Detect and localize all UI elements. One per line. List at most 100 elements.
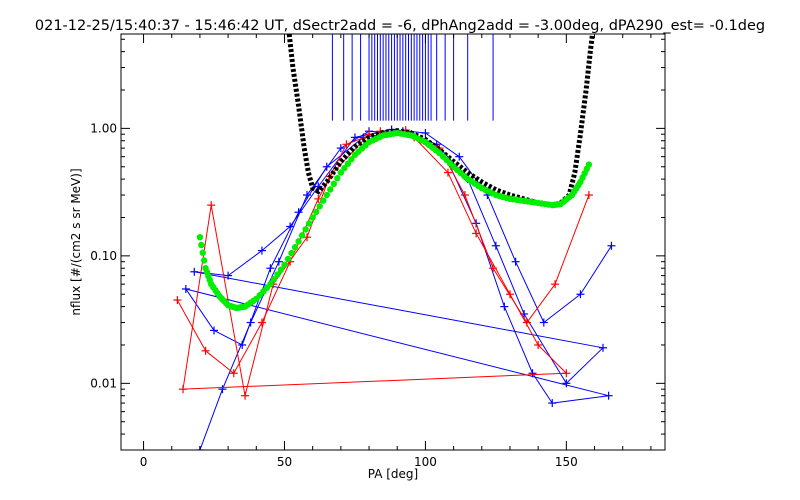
series-red-point — [201, 346, 210, 355]
fit-curve-green-dot — [200, 257, 208, 264]
fit-curve-green-dot — [288, 249, 295, 257]
x-axis-title: PA [deg] — [368, 467, 418, 481]
series-blue-point — [181, 284, 190, 293]
series-red-point — [522, 318, 531, 327]
series-blue-segment — [486, 194, 517, 262]
y-tick-label: 0.10 — [90, 249, 117, 263]
series-blue-segment — [523, 313, 567, 384]
series-blue-point — [190, 267, 199, 276]
series-blue-point — [294, 208, 303, 217]
series-red-point — [460, 191, 469, 200]
fit-curve-green-dot — [330, 180, 338, 188]
series-red-segment — [233, 322, 263, 374]
fit-curve-green-dot — [270, 276, 278, 283]
series-blue-segment — [565, 347, 604, 384]
series-blue-segment — [580, 245, 612, 295]
series-red-segment — [413, 137, 449, 173]
series-red-segment — [554, 194, 590, 285]
series-blue-segment — [532, 372, 553, 404]
series-blue-segment — [227, 250, 263, 277]
series-blue-segment — [503, 306, 533, 374]
y-tick-label: 0.01 — [90, 376, 117, 390]
series-blue-point — [539, 318, 548, 327]
x-tick-label: 100 — [414, 455, 437, 469]
series-blue-point — [511, 257, 520, 266]
series-blue-segment — [425, 132, 460, 158]
x-tick-label: 150 — [555, 455, 578, 469]
fit-curve-green-dot — [348, 156, 355, 163]
series-red-segment — [210, 205, 246, 396]
series-blue-segment — [185, 288, 215, 331]
fit-curve-green-dot — [284, 255, 292, 263]
series-red-point — [489, 264, 498, 273]
series-red-segment — [447, 172, 477, 234]
series-red-segment — [464, 194, 494, 269]
fit-curve-green-dot — [316, 203, 323, 210]
series-blue-point — [238, 340, 247, 349]
series-red-point — [534, 340, 543, 349]
series-blue-point — [336, 144, 345, 153]
series-blue-point — [257, 246, 266, 255]
series-blue-point — [491, 241, 500, 250]
series-red-point — [562, 369, 571, 378]
series-red-segment — [182, 372, 567, 390]
fit-curve-green-dot — [312, 208, 320, 216]
fit-curve-green-dot — [198, 241, 205, 249]
series-blue-point — [322, 162, 331, 171]
series-red-point — [505, 290, 514, 299]
series-blue-point — [421, 128, 430, 137]
series-blue-point — [303, 191, 312, 200]
fit-curve-green-dot — [320, 197, 327, 204]
series-blue-segment — [199, 389, 223, 450]
series-blue-segment — [317, 137, 356, 187]
series-blue-segment — [194, 271, 604, 349]
series-red-segment — [526, 283, 556, 323]
series-red-point — [443, 168, 452, 177]
series-red-point — [472, 229, 481, 238]
series-blue-segment — [213, 329, 243, 346]
series-red-point — [342, 140, 351, 149]
series-blue-segment — [289, 186, 319, 227]
series-red-point — [173, 296, 182, 305]
x-tick-label: 0 — [140, 455, 148, 469]
series-red-point — [584, 191, 593, 200]
series-blue-point — [607, 241, 616, 250]
series-blue-segment — [467, 178, 497, 246]
series-blue-point — [500, 302, 509, 311]
series-red-point — [229, 369, 238, 378]
fit-curve-green-dot — [291, 244, 299, 251]
series-red-segment — [182, 205, 212, 390]
series-red-point — [257, 318, 266, 327]
fit-curve-green-dot — [344, 160, 352, 167]
series-blue-segment — [261, 226, 291, 251]
series-blue-point — [210, 326, 219, 335]
series-red-segment — [176, 299, 206, 352]
series-blue-point — [604, 391, 613, 400]
series-blue-point — [576, 290, 585, 299]
series-blue-point — [455, 152, 464, 161]
fit-curve-green-dot — [267, 280, 274, 288]
series-blue-segment — [495, 245, 525, 315]
fit-curve-green-dot — [334, 175, 341, 182]
fit-curve-green-dot — [309, 214, 316, 221]
fit-curve-green-dot — [341, 164, 348, 172]
series-red-point — [179, 385, 188, 394]
fit-curve-green-dot — [585, 161, 593, 168]
series-blue-segment — [552, 395, 609, 404]
fit-curve-green-dot — [337, 169, 345, 176]
series-red-segment — [537, 344, 567, 374]
series-red-point — [207, 201, 216, 210]
series-blue-point — [274, 257, 283, 266]
series-red-point — [241, 391, 250, 400]
series-blue-point — [246, 318, 255, 327]
series-red-segment — [244, 284, 274, 396]
series-red-segment — [475, 233, 511, 295]
series-blue-segment — [543, 293, 581, 323]
fit-curve-green-dot — [281, 261, 288, 269]
series-blue-segment — [515, 261, 545, 323]
fit-curve-green-dot — [199, 249, 206, 256]
series-blue-segment — [326, 136, 364, 168]
series-blue-point — [548, 399, 557, 408]
x-tick-label: 50 — [277, 455, 292, 469]
